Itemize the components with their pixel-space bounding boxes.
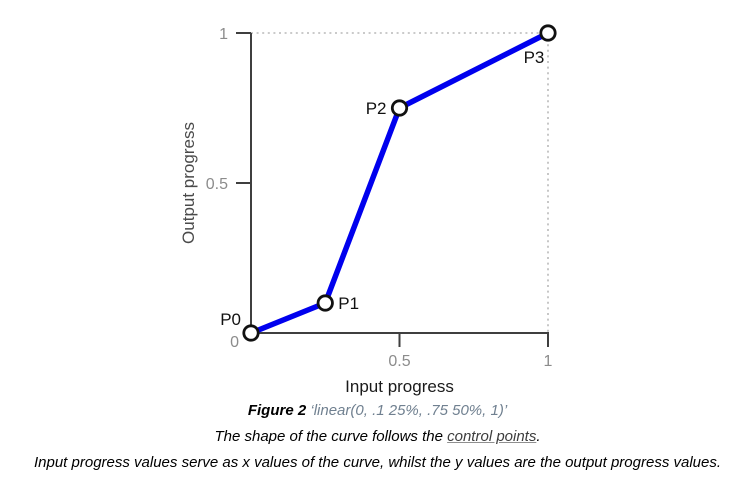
control-point-p1 bbox=[316, 294, 334, 312]
control-point-label-p1: P1 bbox=[338, 294, 359, 313]
figure-easing-ref: ‘linear(0, .1 25%, .75 50%, 1)’ bbox=[310, 402, 508, 419]
easing-chart: 1 0.5 0.5 1 0 Output progress Input progress P0… bbox=[179, 24, 557, 396]
figure-number: Figure 2 bbox=[247, 402, 307, 419]
caption-line2-text: The shape of the curve follows the bbox=[214, 427, 448, 445]
y-tick-label: 0.5 bbox=[206, 176, 228, 193]
easing-curve bbox=[249, 30, 550, 336]
origin-tick-label: 0 bbox=[230, 334, 239, 351]
caption-line2: The shape of the curve follows the contr… bbox=[0, 427, 755, 445]
figure-caption: Figure 2 ‘linear(0, .1 25%, .75 50%, 1)’… bbox=[0, 403, 755, 470]
control-point-label-p0: P0 bbox=[220, 310, 241, 329]
control-points-link[interactable]: control points bbox=[447, 427, 537, 445]
caption-line3: Input progress values serve as x values … bbox=[33, 453, 722, 471]
caption-line2-period: . bbox=[536, 427, 541, 445]
control-point-label-p2: P2 bbox=[366, 99, 387, 118]
control-point-p2 bbox=[390, 99, 409, 117]
control-point-label-p3: P3 bbox=[524, 48, 545, 67]
y-axis-title: Output progress bbox=[179, 122, 198, 244]
x-tick-label: 1 bbox=[544, 353, 553, 370]
x-tick-label: 0.5 bbox=[388, 353, 410, 370]
control-point-p3 bbox=[539, 24, 557, 42]
y-tick-label: 1 bbox=[219, 26, 228, 43]
caption-title-line: Figure 2 ‘linear(0, .1 25%, .75 50%, 1)’ bbox=[0, 403, 755, 419]
control-point-p0 bbox=[242, 324, 260, 342]
x-axis-title: Input progress bbox=[345, 377, 454, 396]
